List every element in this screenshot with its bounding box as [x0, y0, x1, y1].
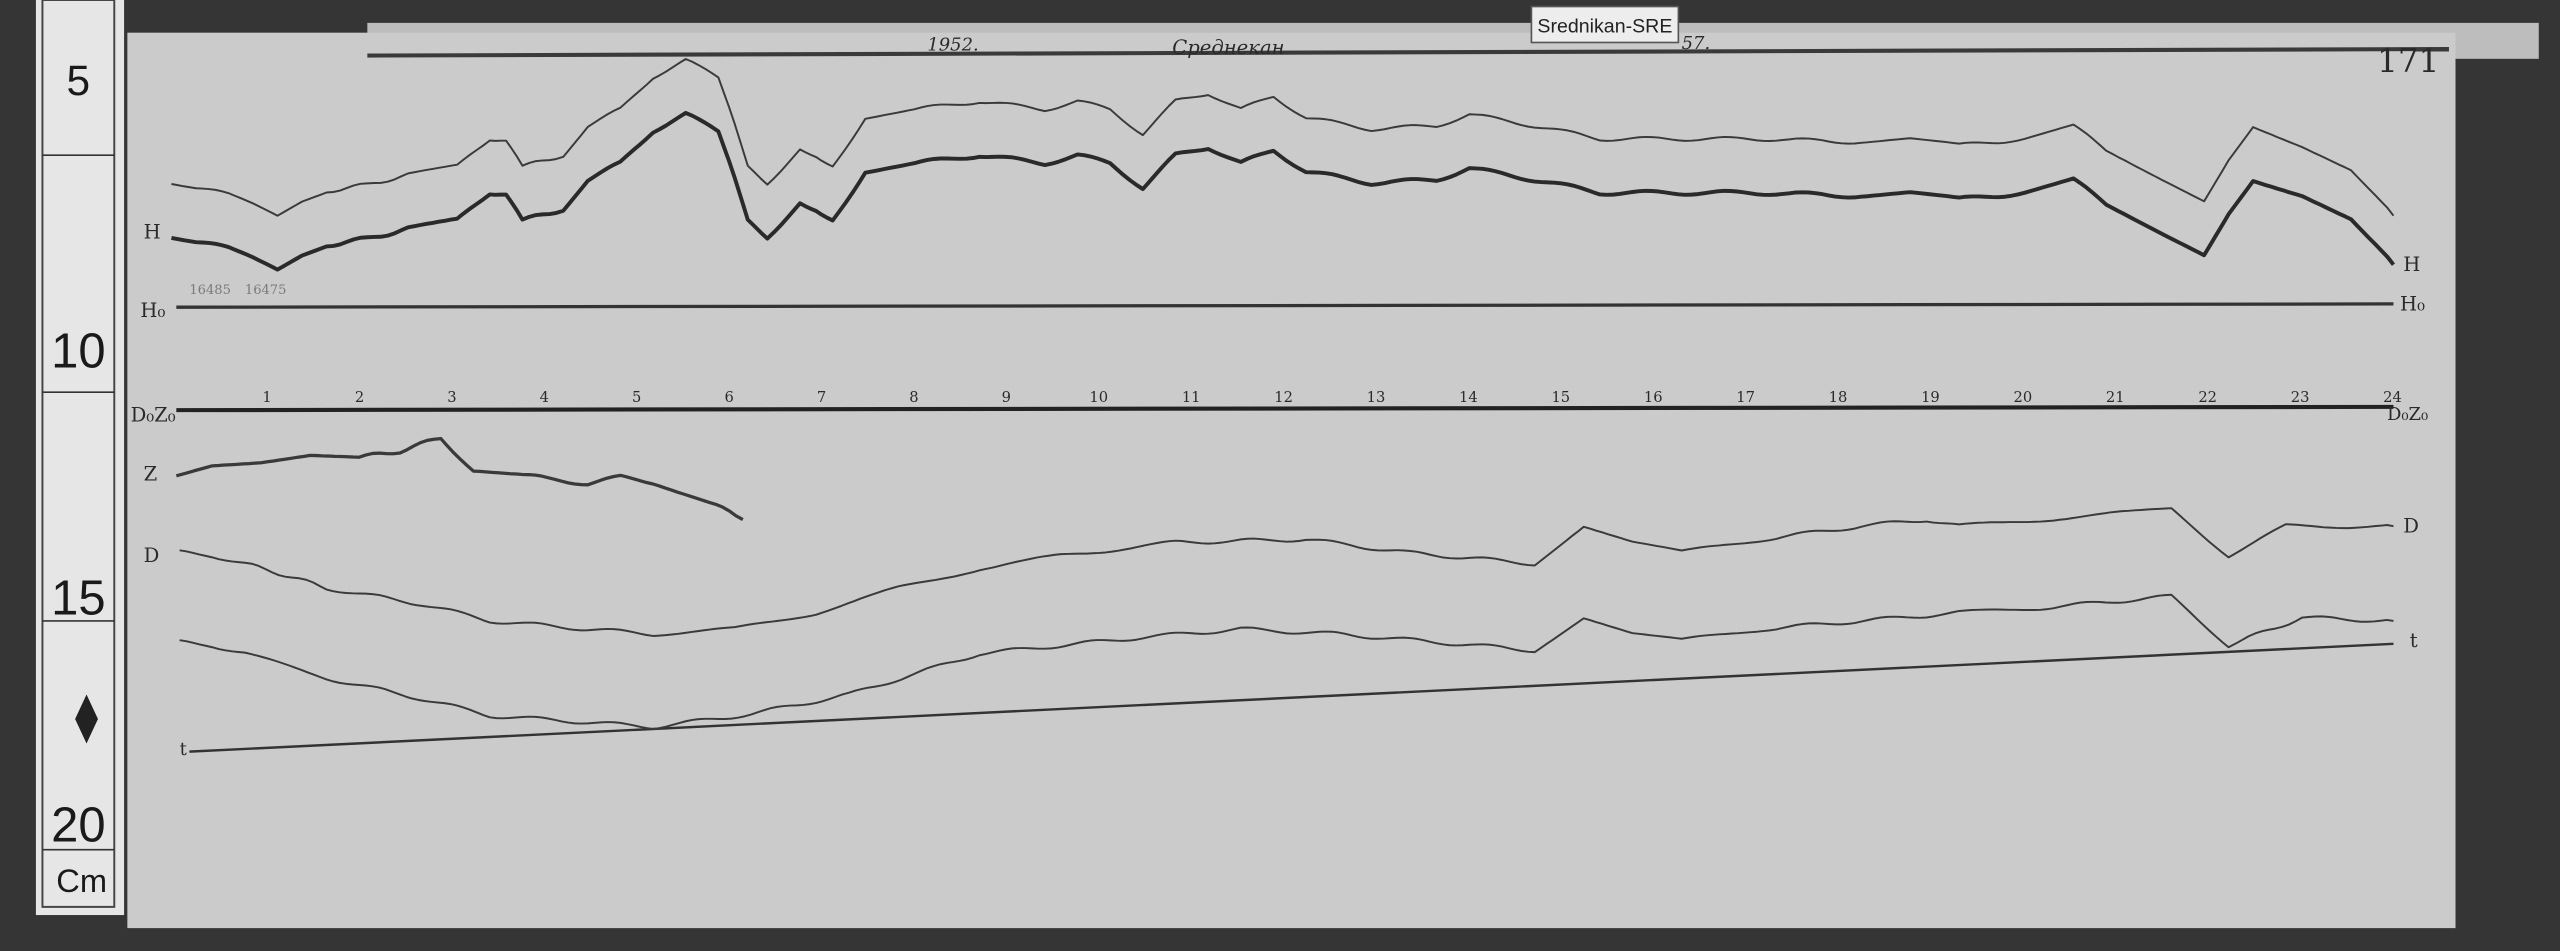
hour-mark-5: 5: [632, 389, 641, 406]
sheet-number: 171: [2377, 42, 2439, 80]
hour-mark-17: 17: [1736, 389, 1755, 406]
hour-mark-11: 11: [1182, 389, 1201, 406]
label-t-right: t: [2410, 629, 2418, 652]
label-d0z0-left: D₀Z₀: [131, 404, 176, 427]
ruler-mark-15: 15: [51, 571, 105, 625]
hour-mark-3: 3: [447, 389, 456, 406]
h-trace: [171, 110, 2396, 272]
d0z0-baseline: [176, 404, 2394, 413]
hour-mark-8: 8: [909, 389, 918, 406]
label-z-left: Z: [144, 462, 158, 485]
ruler: 5 10 15 20 Cm: [35, 0, 125, 916]
hour-mark-7: 7: [817, 389, 826, 406]
hour-mark-6: 6: [724, 389, 733, 406]
hour-mark-10: 10: [1089, 389, 1108, 406]
label-d-left: D: [144, 544, 160, 567]
header-suffix: 57.: [1682, 33, 1711, 54]
t-trace: [179, 593, 2394, 731]
hour-mark-19: 19: [1921, 389, 1940, 406]
hour-mark-23: 23: [2291, 389, 2310, 406]
hour-mark-18: 18: [1829, 389, 1848, 406]
traces: [171, 58, 2396, 731]
annotation-value-1: 16485: [189, 283, 230, 298]
temperature-baseline: [189, 642, 2394, 753]
header-year: 1952.: [927, 35, 978, 56]
hour-mark-4: 4: [540, 389, 549, 406]
z-trace: [175, 436, 744, 522]
hour-marks: 1 2 3 4 5 6 7 8 9 10 11 12 13 14 15 16 17 18 19 20 21 22 23 24: [262, 389, 2401, 406]
hour-mark-21: 21: [2106, 389, 2125, 406]
h0-baseline: [176, 302, 2394, 309]
hour-mark-12: 12: [1274, 389, 1293, 406]
station-tag: Srednikan-SRE: [1530, 5, 1680, 44]
hour-mark-20: 20: [2014, 389, 2033, 406]
label-t-left: t: [180, 739, 188, 760]
header-station: Среднекан: [1172, 36, 1284, 59]
h-trace-upper: [171, 58, 2395, 217]
hour-mark-24: 24: [2383, 389, 2402, 406]
d-trace: [179, 507, 2394, 637]
annotation-value-2: 16475: [245, 283, 286, 298]
label-d0z0-right: D₀Z₀: [2387, 404, 2428, 425]
ruler-mark-10: 10: [51, 325, 105, 379]
station-tag-text: Srednikan-SRE: [1537, 16, 1672, 38]
paper: [127, 32, 2456, 929]
ruler-unit: Cm: [56, 862, 107, 899]
hour-mark-9: 9: [1002, 389, 1011, 406]
label-h0-right: H₀: [2400, 292, 2425, 315]
label-h-right: H: [2403, 253, 2420, 276]
hour-mark-14: 14: [1459, 389, 1478, 406]
hour-mark-1: 1: [262, 389, 271, 406]
hour-mark-15: 15: [1551, 389, 1570, 406]
label-h-left: H: [144, 221, 161, 244]
hour-mark-13: 13: [1367, 389, 1386, 406]
hour-mark-22: 22: [2198, 389, 2217, 406]
label-d-right: D: [2403, 515, 2419, 538]
ruler-mark-20: 20: [51, 799, 105, 853]
ruler-mark-5: 5: [67, 57, 91, 104]
hour-mark-16: 16: [1644, 389, 1663, 406]
hour-mark-2: 2: [355, 389, 364, 406]
label-h0-left: H₀: [140, 299, 165, 322]
